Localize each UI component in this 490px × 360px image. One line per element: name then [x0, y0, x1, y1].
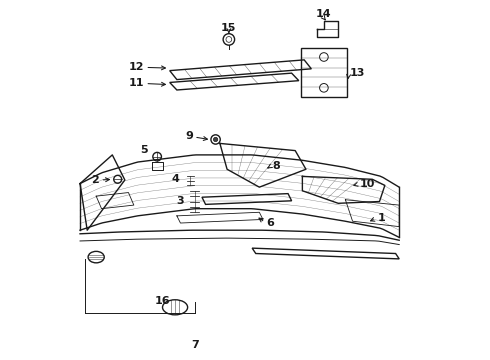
Text: 6: 6	[267, 218, 274, 228]
Text: 8: 8	[272, 161, 280, 171]
Text: 3: 3	[176, 196, 184, 206]
Text: 2: 2	[91, 175, 98, 185]
Bar	[300, 48, 347, 97]
Text: 4: 4	[172, 174, 180, 184]
Text: 13: 13	[350, 68, 365, 78]
Circle shape	[214, 137, 218, 141]
Text: 10: 10	[360, 179, 375, 189]
Text: 1: 1	[378, 213, 386, 222]
Text: 7: 7	[191, 340, 198, 350]
Text: 5: 5	[140, 144, 147, 154]
Text: 15: 15	[221, 23, 237, 33]
Text: 11: 11	[128, 78, 144, 88]
Text: 9: 9	[185, 131, 193, 141]
Text: 16: 16	[155, 296, 171, 306]
Text: 14: 14	[316, 9, 331, 19]
Text: 12: 12	[128, 62, 144, 72]
